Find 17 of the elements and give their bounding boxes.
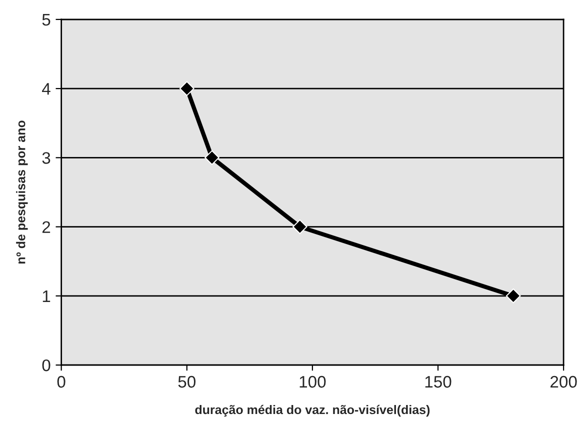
point: [179, 81, 194, 96]
x-tick-label: 50: [178, 376, 196, 388]
x-tick-label: 0: [57, 376, 66, 388]
y-tick-label: 5: [42, 14, 50, 26]
y-tick-label: 1: [42, 290, 50, 302]
y-tick-label: 3: [42, 152, 50, 164]
point: [204, 150, 220, 166]
y-tick-label: 4: [42, 83, 50, 95]
y-tick-label: 2: [42, 221, 50, 233]
x-tick-label: 100: [300, 376, 326, 388]
y-tick-label: 0: [42, 359, 50, 372]
point: [506, 288, 521, 304]
x-axis-title: duração média do vaz. não-visível(dias): [195, 404, 430, 417]
point: [292, 219, 308, 234]
y-axis-title: nº de pesquisas por ano: [16, 120, 28, 264]
x-tick-label: 150: [425, 376, 452, 388]
x-tick-label: 200: [550, 376, 577, 388]
